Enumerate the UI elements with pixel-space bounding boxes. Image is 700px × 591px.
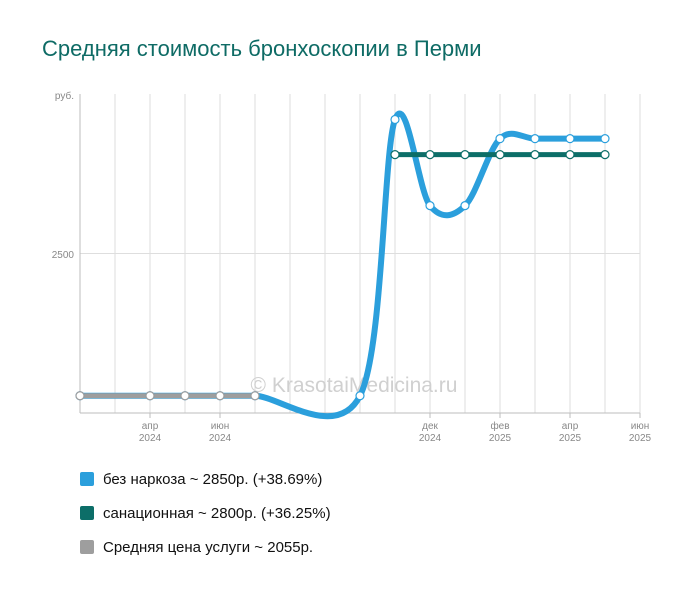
y-tick-label: 2500 [52,250,75,261]
x-tick-month: июн [631,421,650,432]
y-unit-label: руб. [55,90,74,102]
data-point [460,201,470,211]
chart-title: Средняя стоимость бронхоскопии в Перми [42,36,482,61]
data-point [530,134,540,144]
legend-label: Средняя цена услуги ~ 2055р. [103,538,314,556]
legend-item-average[interactable]: Средняя цена услуги ~ 2055р. [80,530,331,564]
legend-item-bez-narkoza[interactable]: без наркоза ~ 2850р. (+38.69%) [80,462,331,496]
series-line-0 [77,110,608,420]
data-point [390,114,400,125]
legend-item-sanatsionnaya[interactable]: санационная ~ 2800р. (+36.25%) [80,496,331,530]
chart-canvas: руб. 2500 апр2024июн2024дек2024фев2025ап… [52,90,652,444]
data-point [565,150,575,160]
data-point [215,391,225,401]
data-point [495,134,505,144]
x-tick-month: апр [142,421,159,432]
data-point [460,150,470,160]
x-tick-month: июн [211,421,230,432]
legend-swatch [80,540,94,554]
x-tick-month: дек [422,421,438,432]
legend: без наркоза ~ 2850р. (+38.69%) санационн… [80,462,331,564]
data-point [425,150,435,160]
data-point [425,201,435,211]
data-point [565,134,575,144]
data-point [180,391,190,401]
x-tick-year: 2025 [629,433,652,444]
legend-swatch [80,506,94,520]
x-tick-year: 2025 [559,433,582,444]
x-axis: апр2024июн2024дек2024фев2025апр2025июн20… [139,413,652,444]
data-point [600,150,610,160]
legend-swatch [80,472,94,486]
data-point [600,134,610,144]
data-point [355,391,365,401]
data-point [145,391,155,401]
data-point [530,150,540,160]
data-point [250,391,260,401]
x-tick-year: 2025 [489,433,512,444]
points-layer [75,114,610,401]
x-tick-month: апр [562,421,579,432]
series-layer [77,110,608,420]
x-tick-month: фев [490,420,509,432]
legend-label: санационная ~ 2800р. (+36.25%) [103,504,331,522]
grid-layer [79,94,641,414]
data-point [495,150,505,160]
legend-label: без наркоза ~ 2850р. (+38.69%) [103,470,323,488]
x-tick-year: 2024 [209,433,232,444]
watermark: © KrasotaiMedicina.ru [251,374,458,397]
data-point [390,150,400,160]
x-tick-year: 2024 [419,433,442,444]
data-point [75,391,85,401]
x-tick-year: 2024 [139,433,162,444]
